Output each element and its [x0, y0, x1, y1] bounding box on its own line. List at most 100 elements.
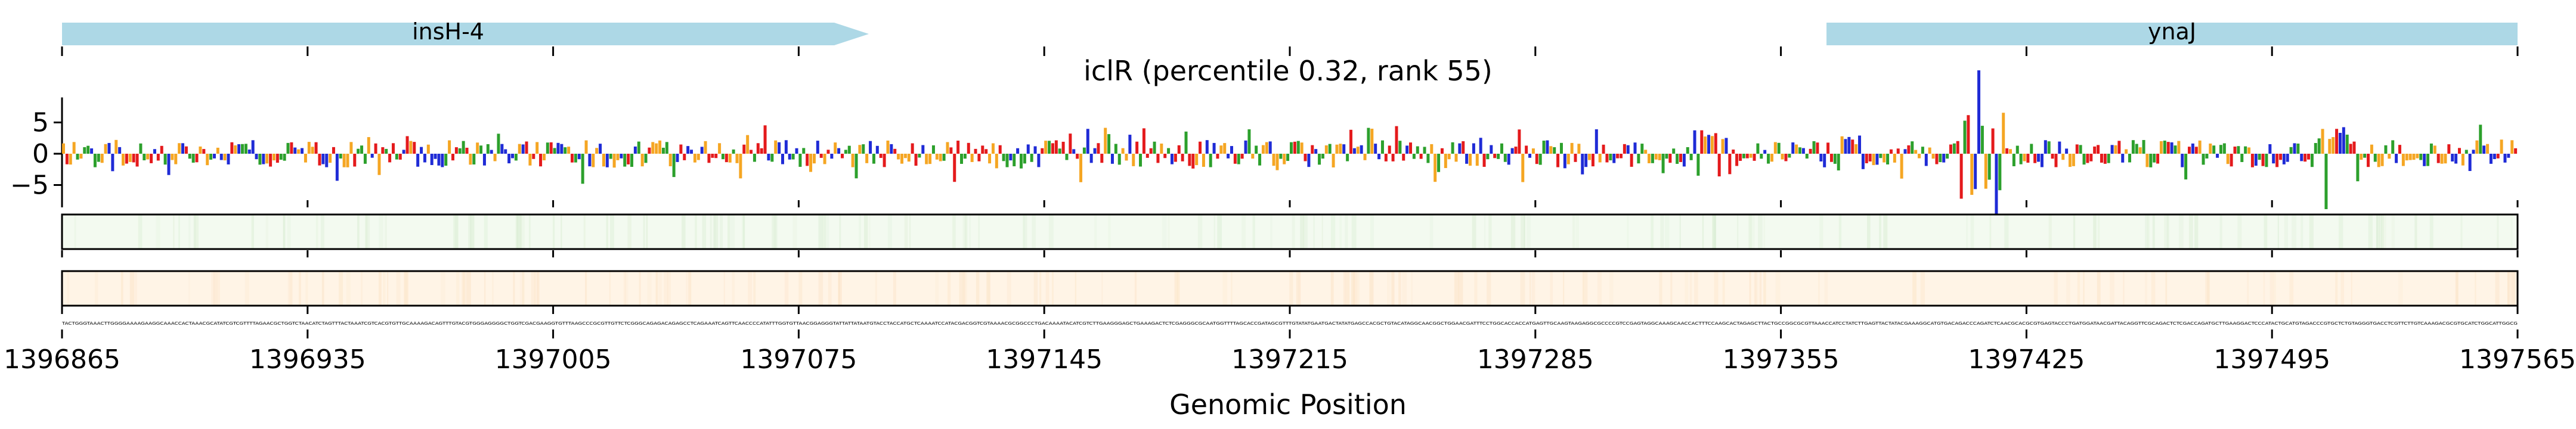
logo-bar: [1858, 135, 1862, 154]
logo-bar: [1296, 141, 1300, 154]
logo-bar: [1069, 133, 1072, 154]
logo-bar: [1430, 144, 1433, 154]
logo-bar: [2489, 154, 2493, 164]
logo-bar: [1717, 154, 1721, 177]
logo-bar: [1283, 154, 1286, 164]
logo-bar: [840, 154, 844, 158]
logo-bar: [1742, 154, 1745, 158]
logo-bar: [1093, 148, 1097, 154]
logo-bar: [1402, 154, 1405, 161]
logo-bar: [2250, 154, 2254, 167]
logo-bar: [163, 154, 167, 165]
green-track-stripe: [138, 214, 143, 249]
logo-bar: [1949, 144, 1952, 154]
green-track-stripe: [1339, 214, 1342, 249]
logo-bar: [1272, 154, 1275, 166]
orange-track-stripe: [1392, 271, 1394, 306]
logo-bar: [2384, 145, 2388, 154]
green-track-stripe: [156, 214, 160, 249]
logo-bar: [1174, 154, 1177, 162]
logo-bar: [1332, 154, 1335, 168]
logo-bar: [1510, 148, 1514, 154]
green-track-stripe: [1989, 214, 1992, 249]
x-tick-label: 1397285: [1477, 344, 1594, 375]
logo-bar: [1009, 154, 1013, 161]
logo-bar: [1963, 120, 1967, 154]
logo-bar: [241, 144, 244, 154]
orange-track-stripe: [1353, 271, 1358, 306]
logo-bar: [1563, 154, 1566, 169]
logo-bar: [767, 154, 770, 161]
logo-bar: [462, 141, 465, 154]
orange-track-stripe: [2398, 271, 2403, 306]
logo-bar: [798, 154, 802, 167]
logo-bar: [486, 144, 490, 154]
green-track-stripe: [2338, 214, 2343, 249]
logo-bar: [584, 140, 588, 154]
logo-bar: [942, 154, 946, 161]
green-track-stripe: [2048, 214, 2052, 249]
orange-track-stripe: [1045, 271, 1049, 306]
logo-bar: [939, 154, 942, 161]
logo-bar: [1900, 154, 1903, 179]
logo-bar: [1630, 154, 1633, 167]
logo-bar: [2482, 145, 2486, 154]
logo-bar: [2097, 145, 2100, 154]
logo-bar: [2019, 154, 2023, 164]
logo-bar: [2338, 132, 2342, 154]
green-track-stripe: [743, 214, 745, 249]
logo-bar: [588, 154, 592, 167]
logo-bar: [535, 142, 539, 154]
logo-bar: [1689, 154, 1693, 160]
logo-bar: [1181, 154, 1184, 161]
logo-bar: [2289, 147, 2293, 154]
logo-bar: [2002, 113, 2005, 154]
logo-bar: [234, 145, 237, 154]
orange-track-stripe: [2123, 271, 2125, 306]
orange-track-stripe: [2340, 271, 2344, 306]
logo-bar: [651, 142, 655, 154]
green-track-stripe: [2460, 214, 2463, 249]
logo-bar: [844, 150, 847, 154]
green-track-stripe: [193, 214, 196, 249]
logo-bar: [1693, 130, 1696, 154]
green-track-stripe: [379, 214, 383, 249]
logo-bar: [153, 149, 156, 154]
logo-bar: [1311, 145, 1314, 154]
logo-bar: [1637, 154, 1640, 164]
green-track-stripe: [1488, 214, 1492, 249]
x-tick-label: 1397565: [2459, 344, 2576, 375]
logo-bar: [212, 154, 216, 158]
orange-track-stripe: [1051, 271, 1054, 306]
orange-track-stripe: [838, 271, 842, 306]
logo-bar: [1005, 154, 1009, 167]
logo-bar: [1668, 154, 1672, 163]
logo-bar: [847, 145, 851, 154]
orange-track-stripe: [404, 271, 408, 306]
orange-track-stripe: [893, 271, 896, 306]
orange-track-stripe: [947, 271, 951, 306]
logo-bar: [374, 143, 377, 154]
green-track-stripe: [962, 214, 966, 249]
logo-bar: [1763, 150, 1767, 154]
logo-bar: [865, 154, 869, 163]
logo-bar: [1121, 148, 1125, 154]
x-tick-label: 1396865: [4, 344, 120, 375]
logo-bar: [1370, 129, 1374, 154]
logo-bar: [1177, 145, 1181, 154]
logo-bar: [1591, 154, 1594, 167]
orange-track-stripe: [688, 271, 692, 306]
logo-bar: [686, 146, 690, 154]
orange-track-stripe: [1369, 271, 1374, 306]
logo-bar: [1023, 154, 1026, 164]
logo-bar: [405, 136, 409, 154]
logo-bar: [1745, 154, 1749, 158]
orange-track-stripe: [686, 271, 688, 306]
logo-bar: [693, 154, 696, 163]
orange-track-stripe: [1749, 271, 1751, 306]
green-track-stripe: [1241, 214, 1246, 249]
orange-track-stripe: [2083, 271, 2085, 306]
orange-track-stripe: [875, 271, 878, 306]
logo-bar: [1686, 147, 1689, 154]
green-track-stripe: [1527, 214, 1531, 249]
